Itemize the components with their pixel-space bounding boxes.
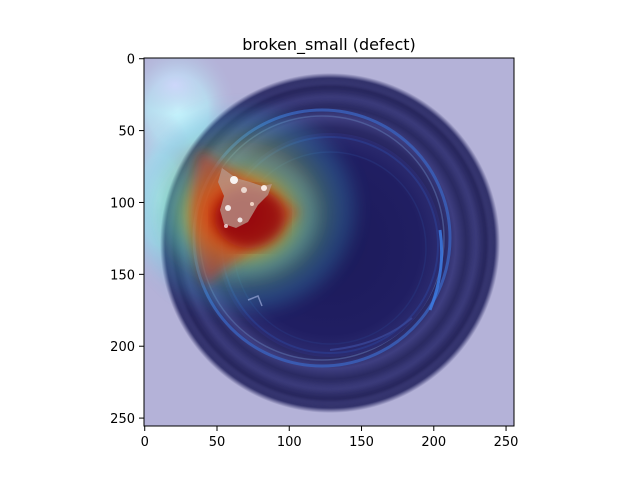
x-tick-label: 200 (421, 435, 446, 450)
x-axis: 0 50 100 150 200 250 (141, 426, 519, 450)
y-tick-label: 100 (110, 196, 135, 211)
y-tick-label: 0 (127, 53, 135, 68)
figure-title: broken_small (defect) (242, 35, 416, 55)
x-tick-label: 150 (349, 435, 374, 450)
x-tick-label: 50 (209, 435, 226, 450)
y-tick-label: 200 (110, 340, 135, 355)
y-tick-label: 250 (110, 412, 135, 427)
x-tick-label: 0 (141, 435, 149, 450)
y-tick-label: 50 (118, 125, 135, 140)
heatmap-image (144, 58, 514, 426)
x-tick-label: 100 (277, 435, 302, 450)
defect-fragment (218, 168, 272, 228)
x-tick-label: 250 (494, 435, 519, 450)
axes-frame (143, 57, 515, 427)
y-tick-label: 150 (110, 268, 135, 283)
y-axis: 0 50 100 150 200 250 (110, 53, 144, 427)
